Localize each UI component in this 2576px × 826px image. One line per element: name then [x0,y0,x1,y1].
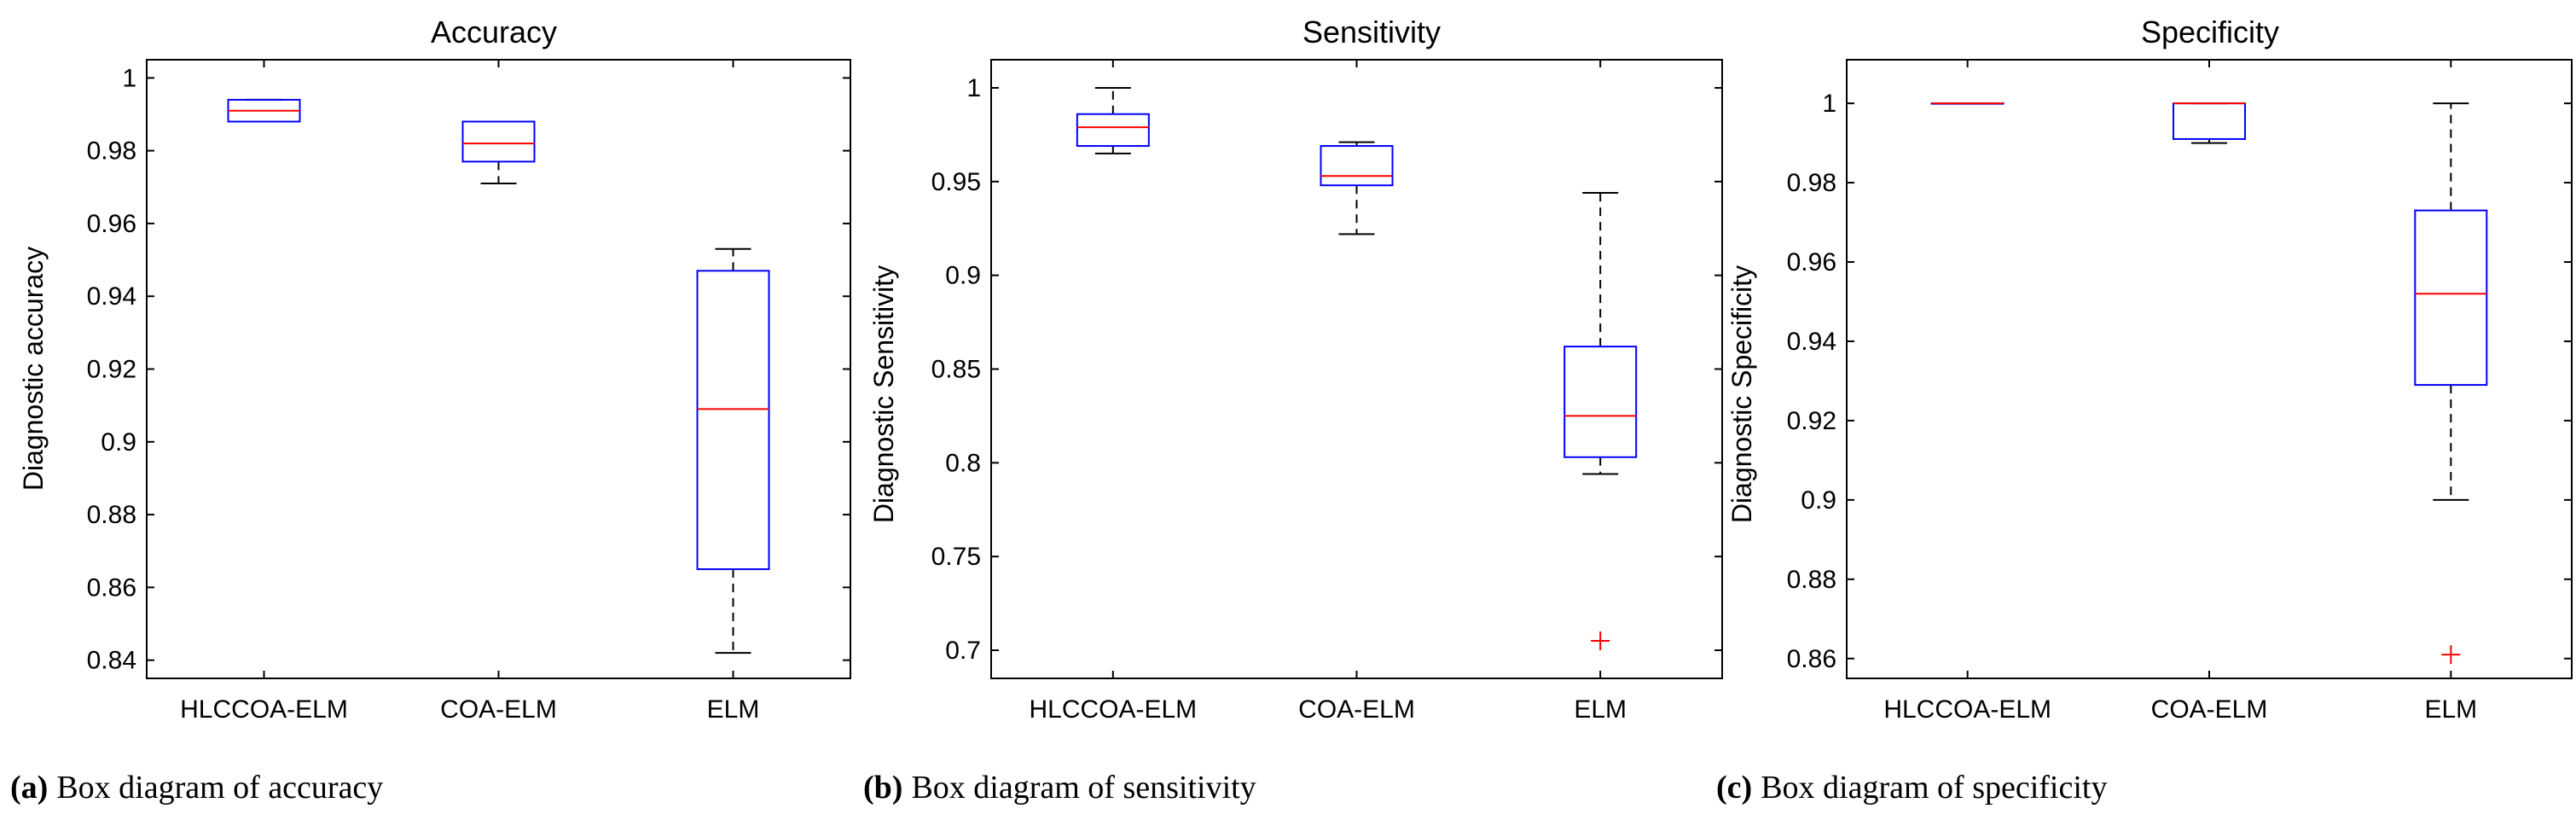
y-tick-label: 0.96 [87,210,136,238]
caption-label: (b) [863,770,902,806]
y-tick-label: 1 [122,64,136,92]
caption-label: (c) [1716,770,1752,806]
y-tick-label: 0.84 [87,647,136,675]
x-tick-label: ELM [2424,695,2477,724]
x-tick-label: HLCCOA-ELM [1029,695,1197,724]
axes-frame [146,59,851,679]
y-tick-label: 0.94 [87,282,136,311]
y-tick-label: 0.86 [1787,645,1836,673]
x-tick-label: COA-ELM [2151,695,2268,724]
y-tick-label: 0.92 [87,356,136,384]
y-tick-label: 0.8 [945,449,981,477]
chart-title: Specificity [2141,15,2279,49]
y-axis-label: Diagnostic Sensitivity [868,265,899,523]
y-axis-label: Diagnostic accuracy [18,247,49,491]
y-tick-label: 0.98 [87,137,136,166]
y-tick-label: 0.85 [931,356,981,384]
box [2414,209,2488,387]
x-tick-label: COA-ELM [1298,695,1415,724]
caption-label: (a) [10,770,48,806]
y-axis-label: Diagnostic Specificity [1726,265,1757,523]
y-tick-label: 0.9 [1801,486,1836,515]
box [2173,102,2246,140]
y-tick-label: 0.98 [1787,169,1836,197]
chart-title: Accuracy [431,15,557,49]
y-tick-label: 0.92 [1787,407,1836,435]
box [461,120,536,163]
y-tick-label: 0.96 [1787,248,1836,276]
box [1076,113,1150,148]
x-tick-label: ELM [1574,695,1627,724]
y-tick-label: 1 [966,74,981,102]
caption-text: Box diagram of accuracy [56,770,383,806]
axes-frame [990,59,1723,679]
box [1320,145,1394,187]
caption: (b) Box diagram of sensitivity [863,770,1256,806]
outlier-marker [2441,645,2461,665]
y-tick-label: 0.75 [931,543,981,571]
x-tick-label: COA-ELM [440,695,557,724]
x-tick-label: HLCCOA-ELM [1883,695,2051,724]
outlier-marker [1591,631,1610,651]
y-tick-label: 0.88 [87,501,136,529]
panel-accuracy: Accuracy Diagnostic accuracy (a) Box diag… [10,15,851,806]
x-tick-label: HLCCOA-ELM [180,695,348,724]
box [1564,346,1638,458]
axes-frame [1846,59,2573,679]
caption: (c) Box diagram of specificity [1716,770,2107,806]
panel-specificity: Specificity Diagnostic Specificity (c) Bo… [1716,15,2573,806]
y-tick-label: 1 [1822,90,1836,118]
caption-text: Box diagram of sensitivity [911,770,1256,806]
y-tick-label: 0.7 [945,637,981,665]
x-tick-label: ELM [707,695,760,724]
y-tick-label: 0.94 [1787,328,1836,356]
panel-sensitivity: Sensitivity Diagnostic Sensitivity (b) Bo… [863,15,1723,806]
chart-title: Sensitivity [1303,15,1441,49]
caption: (a) Box diagram of accuracy [10,770,383,806]
caption-text: Box diagram of specificity [1761,770,2107,806]
y-tick-label: 0.9 [945,262,981,290]
y-tick-label: 0.88 [1787,566,1836,594]
y-tick-label: 0.86 [87,573,136,602]
y-tick-label: 0.9 [101,428,136,457]
box [696,270,770,571]
y-tick-label: 0.95 [931,168,981,196]
